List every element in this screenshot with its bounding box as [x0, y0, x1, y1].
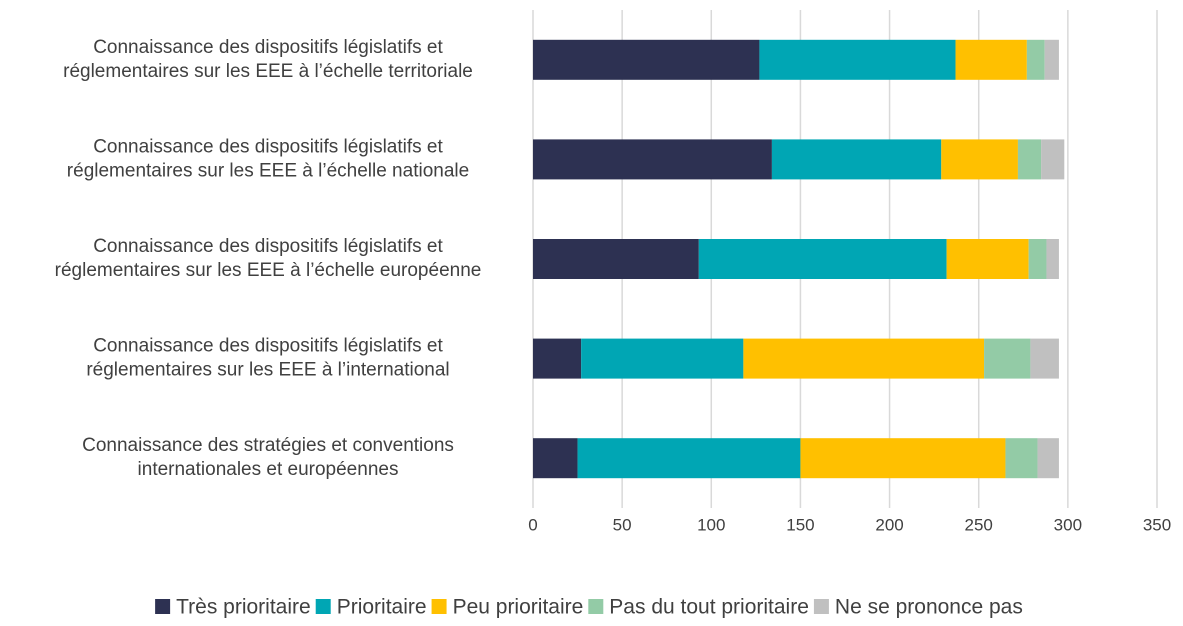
bar-segment — [533, 438, 578, 479]
bar-segment — [533, 239, 699, 279]
legend-swatch — [155, 599, 171, 614]
x-tick-label: 50 — [613, 515, 632, 534]
bar-segment — [771, 139, 942, 180]
y-tick-label: Connaissance des stratégies et conventio… — [82, 435, 454, 480]
x-tick-label: 150 — [786, 515, 814, 534]
bar-segment — [984, 338, 1031, 379]
legend-swatch — [813, 599, 829, 614]
bar-segment — [698, 239, 947, 279]
bar-segment — [581, 338, 744, 379]
legend-swatch — [588, 599, 604, 614]
bar-segment — [1017, 139, 1042, 180]
x-tick-label: 250 — [965, 515, 993, 534]
x-tick-label: 300 — [1054, 515, 1082, 534]
legend-label: Peu prioritaire — [453, 596, 584, 619]
bar-segment — [1046, 239, 1059, 279]
bar-segment — [1028, 239, 1047, 279]
bar-segment — [743, 338, 985, 379]
bar-segment — [946, 239, 1029, 279]
bar-segment — [955, 39, 1027, 80]
bar-segment — [533, 39, 760, 80]
bar-segment — [759, 39, 956, 80]
bar-segment — [941, 139, 1018, 180]
legend-label: Ne se prononce pas — [835, 596, 1023, 619]
bar-segment — [1044, 39, 1059, 80]
x-tick-label: 200 — [875, 515, 903, 534]
bar-segment — [1005, 438, 1038, 479]
legend-label: Très prioritaire — [176, 596, 311, 619]
legend-label: Pas du tout prioritaire — [609, 596, 809, 619]
legend-label: Prioritaire — [337, 596, 427, 619]
bar-segment — [800, 438, 1006, 479]
bar-segment — [1037, 438, 1059, 479]
bar-segment — [1030, 338, 1059, 379]
bar-segment — [1041, 139, 1065, 180]
legend-swatch — [431, 599, 447, 614]
bar-segment — [1026, 39, 1045, 80]
bar-segment — [577, 438, 801, 479]
y-tick-label: Connaissance des dispositifs législatifs… — [86, 336, 449, 381]
bar-segment — [533, 338, 582, 379]
y-tick-label: Connaissance des dispositifs législatifs… — [67, 136, 469, 181]
legend-swatch — [315, 599, 331, 614]
bar-segment — [533, 139, 772, 180]
x-tick-label: 100 — [697, 515, 725, 534]
y-tick-label: Connaissance des dispositifs législatifs… — [55, 236, 482, 281]
x-tick-label: 350 — [1143, 515, 1171, 534]
x-tick-label: 0 — [528, 515, 537, 534]
y-tick-label: Connaissance des dispositifs législatifs… — [63, 37, 473, 82]
